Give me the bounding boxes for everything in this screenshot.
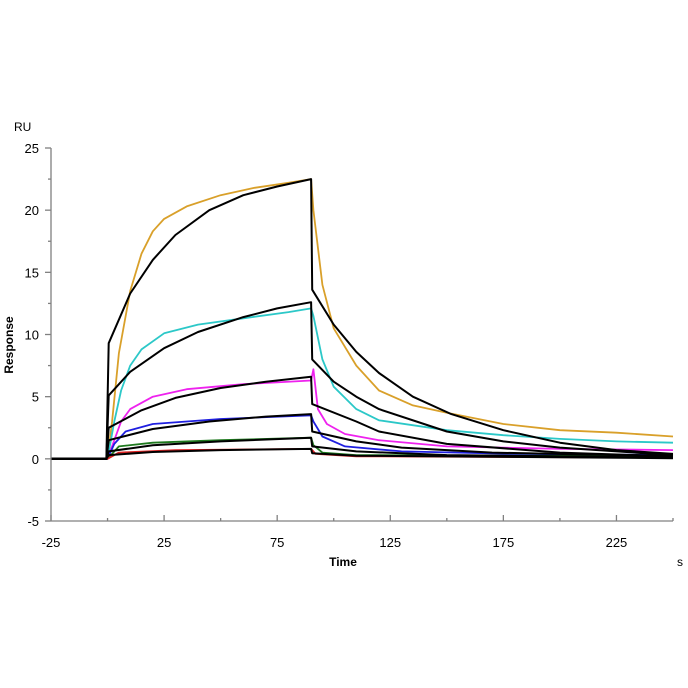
y-tick-label: 0 xyxy=(32,452,39,467)
x-tick-label: 225 xyxy=(606,535,628,550)
y-tick-label: 15 xyxy=(25,265,39,280)
y-tick-label: 25 xyxy=(25,141,39,156)
fit-curve-2 xyxy=(51,301,674,460)
y-tick-label: 5 xyxy=(32,390,39,405)
plot-area xyxy=(51,178,674,460)
fit-curve-3 xyxy=(51,375,674,460)
x-axis-title: Time xyxy=(329,555,357,569)
y-axis-title: Response xyxy=(2,316,16,374)
fit-curve-4 xyxy=(51,413,674,460)
fit-curve-1 xyxy=(51,178,674,460)
x-tick-label: 125 xyxy=(379,535,401,550)
y-tick-label: -5 xyxy=(27,514,39,529)
data-curve-orange xyxy=(51,178,674,460)
x-tick-label: -25 xyxy=(42,535,61,550)
y-ticks: -5 0 5 10 15 20 25 xyxy=(25,141,51,529)
y-unit-label: RU xyxy=(14,120,31,134)
x-tick-label: 25 xyxy=(157,535,171,550)
fit-curve-6 xyxy=(51,447,674,460)
x-tick-label: 75 xyxy=(270,535,284,550)
y-tick-label: 10 xyxy=(25,328,39,343)
y-tick-label: 20 xyxy=(25,203,39,218)
axes: -5 0 5 10 15 20 25 -25 25 75 125 175 225 xyxy=(25,141,674,550)
x-ticks: -25 25 75 125 175 225 xyxy=(42,515,674,550)
x-unit-label: s xyxy=(677,555,683,569)
x-tick-label: 175 xyxy=(493,535,515,550)
